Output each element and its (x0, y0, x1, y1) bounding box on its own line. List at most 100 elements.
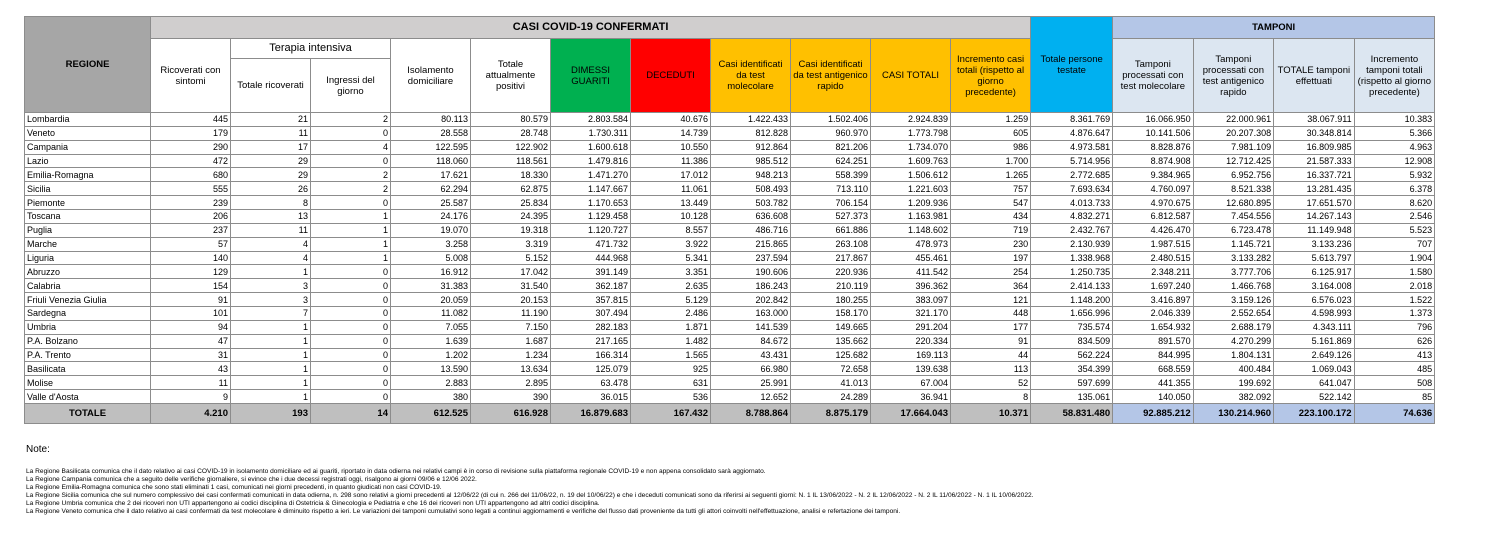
cell: 1.697.240 (1112, 278, 1194, 294)
cell: 6.125.917 (1273, 264, 1355, 280)
cell: 217.165 (550, 333, 631, 349)
cell: 396.362 (870, 278, 951, 294)
cell: 290 (150, 139, 231, 155)
total-row: TOTALE 4.210 193 14 612.525 616.928 16.879.683… (24, 403, 1436, 425)
cell: 2.018 (1353, 278, 1436, 294)
cell: 63.478 (550, 375, 631, 391)
cell: 4.760.097 (1112, 181, 1194, 197)
cell: 5.523 (1353, 222, 1436, 238)
cell: 5.161.869 (1273, 333, 1355, 349)
cell: 13.281.435 (1273, 181, 1355, 197)
cell: 4.013.733 (1030, 195, 1114, 211)
cell: 25.834 (470, 195, 551, 211)
cell: 1.609.763 (870, 153, 951, 169)
cell: 199.692 (1192, 375, 1275, 391)
cell: 4.832.271 (1030, 209, 1114, 224)
table-row: Basilicata 43 1 0 13.590 13.634 125.079 925 66.9… (24, 361, 1436, 377)
cell: 239 (150, 195, 231, 211)
table-row: Lombardia 445 21 2 80.113 80.579 2.803.584 40.6… (24, 112, 1436, 127)
cell: 2.486 (630, 306, 711, 321)
cell: 1.871 (630, 319, 711, 335)
cell: 16.337.721 (1273, 167, 1355, 183)
cell: 547 (949, 195, 1032, 211)
cell: 19.070 (390, 222, 471, 238)
cell: 8.521.338 (1192, 181, 1275, 197)
cell: 362.187 (550, 278, 631, 294)
cell: 25.991 (710, 375, 791, 391)
cell: 9 (150, 389, 231, 405)
cell: 22.000.961 (1192, 112, 1275, 127)
cell: 12.680.895 (1192, 195, 1275, 211)
cell: 8 (230, 195, 311, 211)
cell: 2.649.126 (1273, 347, 1355, 363)
cell: 5.613.797 (1273, 250, 1355, 266)
cell: 382.092 (1192, 389, 1275, 405)
cell: 118.060 (390, 153, 471, 169)
cell: 52 (949, 375, 1032, 391)
header-cell: Totale attualmente positivi (470, 38, 551, 113)
table-row: Umbria 94 1 0 7.055 7.150 282.183 1.871 141.539 1… (24, 319, 1436, 335)
region-name: Lazio (24, 153, 151, 169)
cell: 1.580 (1353, 264, 1436, 280)
cell: 522.142 (1273, 389, 1355, 405)
region-name: Sicilia (24, 181, 151, 197)
cell: 122.595 (390, 139, 471, 155)
cell: 478.973 (870, 236, 951, 252)
cell: 3.159.126 (1192, 292, 1275, 308)
cell: 263.108 (790, 236, 871, 252)
cell: 18.330 (470, 167, 551, 183)
cell: 6.723.478 (1192, 222, 1275, 238)
region-name: Calabria (24, 278, 151, 294)
cell: 536 (630, 389, 711, 405)
cell: 94 (150, 319, 231, 335)
table-row: Liguria 140 4 1 5.008 5.152 444.968 5.341 237.59… (24, 250, 1436, 266)
cell: 85 (1353, 389, 1436, 405)
cell: 0 (310, 333, 391, 349)
table-row: Molise 11 1 0 2.883 2.895 63.478 631 25.991 41.01… (24, 375, 1436, 391)
cell: 455.461 (870, 250, 951, 266)
cell: 1.687 (470, 333, 551, 349)
cell: 2.688.179 (1192, 319, 1275, 335)
cell: 2.414.133 (1030, 278, 1114, 294)
cell: 0 (310, 375, 391, 391)
cell: 11.386 (630, 153, 711, 169)
cell: 14.739 (630, 125, 711, 141)
cell: 413 (1353, 347, 1436, 363)
cell: 1.987.515 (1112, 236, 1194, 252)
cell: 91 (949, 333, 1032, 349)
cell: 4.598.993 (1273, 306, 1355, 321)
cell: 3 (230, 292, 311, 308)
cell: 220.936 (790, 264, 871, 280)
header-cell: Tamponi processati con test antigenico r… (1192, 38, 1275, 113)
cell: 441.355 (1112, 375, 1194, 391)
region-name: Basilicata (24, 361, 151, 377)
total-cell: 167.432 (630, 403, 711, 425)
cell: 844.995 (1112, 347, 1194, 363)
cell: 10.128 (630, 209, 711, 224)
cell: 1 (230, 361, 311, 377)
cell: 1.202 (390, 347, 471, 363)
cell: 1.804.131 (1192, 347, 1275, 363)
cell: 986 (949, 139, 1032, 155)
covid-table: REGIONE CASI COVID-19 CONFERMATI Totale pe… (24, 16, 1436, 425)
cell: 626 (1353, 333, 1436, 349)
cell: 38.067.911 (1273, 112, 1355, 127)
cell: 444.968 (550, 250, 631, 266)
cell: 812.828 (710, 125, 791, 141)
note-line: La Regione Veneto comunica che il dato r… (26, 508, 901, 515)
cell: 5.129 (630, 292, 711, 308)
cell: 3.922 (630, 236, 711, 252)
region-name: Sardegna (24, 306, 151, 321)
cell: 13 (230, 209, 311, 224)
cell: 706.154 (790, 195, 871, 211)
cell: 3.351 (630, 264, 711, 280)
cell: 8.557 (630, 222, 711, 238)
cell: 10.550 (630, 139, 711, 155)
cell: 707 (1353, 236, 1436, 252)
cell: 254 (949, 264, 1032, 280)
region-name: Marche (24, 236, 151, 252)
cell: 11 (230, 125, 311, 141)
cell: 62.294 (390, 181, 471, 197)
table-row: Valle d'Aosta 9 1 0 380 390 36.015 536 12.652 24.… (24, 389, 1436, 405)
cell: 66.980 (710, 361, 791, 377)
